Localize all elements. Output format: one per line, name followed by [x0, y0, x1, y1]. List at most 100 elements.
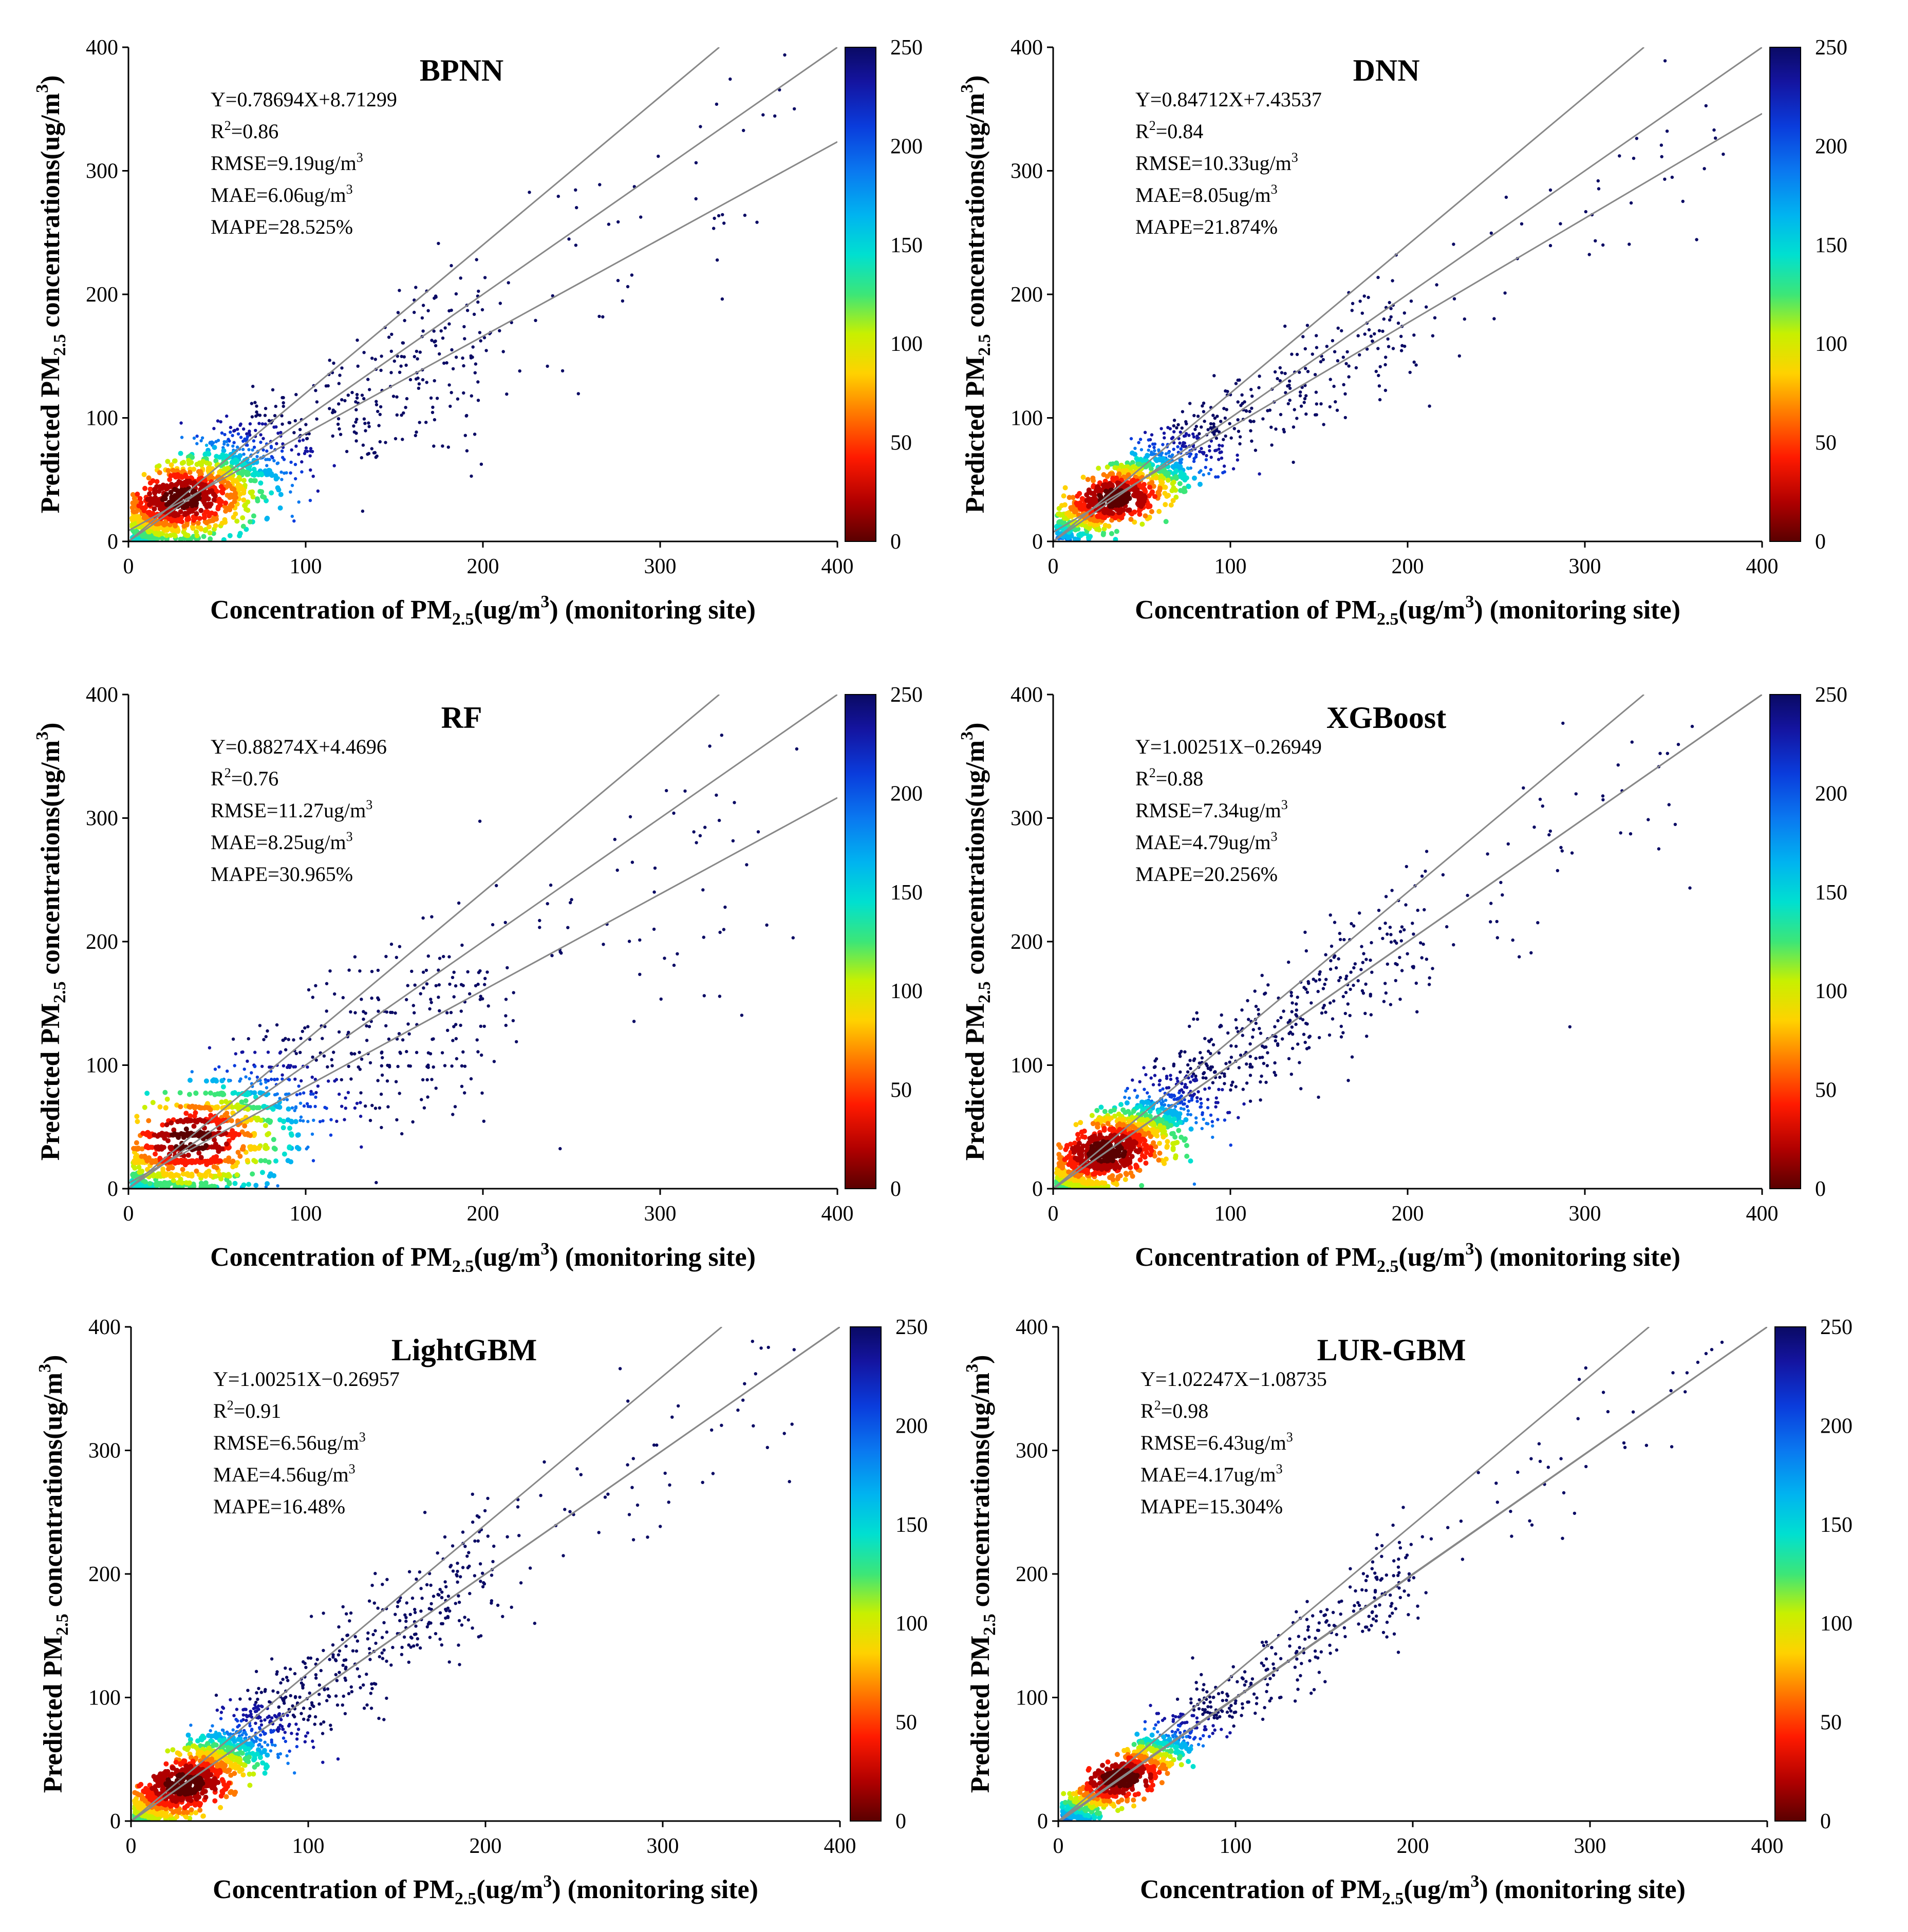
data-point: [294, 1145, 300, 1150]
data-point: [1489, 902, 1493, 905]
data-point: [1109, 531, 1114, 536]
data-point: [429, 998, 433, 1001]
data-point: [1157, 1150, 1163, 1156]
data-point: [437, 996, 440, 999]
data-point: [1189, 1080, 1192, 1084]
reference-lines: [1053, 47, 1762, 541]
data-point: [328, 407, 331, 410]
data-point: [755, 220, 759, 224]
data-point: [370, 357, 374, 360]
data-point: [307, 432, 311, 436]
data-point: [192, 1113, 197, 1119]
data-point: [264, 1080, 268, 1084]
data-point: [158, 1180, 163, 1186]
data-point: [364, 1011, 367, 1015]
data-point: [213, 1067, 217, 1071]
data-point: [1320, 1011, 1324, 1015]
data-point: [220, 1084, 226, 1090]
data-point: [359, 1091, 363, 1095]
data-point: [242, 1123, 248, 1129]
data-point: [718, 930, 722, 934]
data-point: [194, 1158, 200, 1164]
data-point: [1302, 1033, 1306, 1036]
data-point: [574, 188, 577, 192]
data-point: [1210, 1120, 1214, 1123]
regression-equation: Y=0.88274X+4.4696: [211, 735, 387, 758]
data-point: [1359, 968, 1363, 971]
data-point: [332, 1051, 335, 1054]
data-point: [411, 1004, 415, 1007]
data-point: [1658, 752, 1662, 755]
data-point: [339, 433, 343, 436]
data-point: [135, 1119, 140, 1124]
data-point: [195, 524, 201, 530]
data-point: [242, 1067, 246, 1071]
data-point: [1248, 1099, 1252, 1103]
data-point: [1217, 1051, 1221, 1055]
y-tick-label: 200: [86, 930, 118, 954]
data-point: [460, 1064, 464, 1068]
data-point: [574, 243, 578, 247]
data-point: [359, 1101, 362, 1104]
colorbar-tick-label: 50: [890, 432, 912, 455]
data-point: [413, 1011, 416, 1015]
data-point: [352, 430, 356, 434]
data-point: [1234, 1044, 1238, 1048]
data-point: [1206, 1098, 1210, 1101]
data-point: [1305, 990, 1310, 994]
data-point: [438, 1009, 441, 1012]
data-point: [304, 423, 308, 426]
data-point: [1148, 1134, 1153, 1139]
data-point: [461, 1050, 465, 1054]
data-point: [360, 1057, 364, 1061]
data-point: [1365, 347, 1369, 351]
data-point: [1211, 1135, 1214, 1139]
data-point: [1304, 367, 1307, 370]
data-point: [728, 77, 732, 81]
data-point: [1117, 1173, 1123, 1178]
data-point: [1424, 869, 1427, 873]
data-point: [208, 1046, 212, 1049]
data-point: [389, 942, 394, 946]
data-point: [1288, 399, 1292, 402]
data-point: [1195, 1011, 1199, 1015]
data-point: [340, 1104, 344, 1108]
y-tick-label: 100: [1011, 407, 1043, 430]
data-point: [276, 432, 280, 435]
data-point: [259, 440, 263, 444]
data-point: [445, 361, 448, 365]
data-point: [1208, 449, 1211, 453]
data-point: [476, 982, 480, 986]
data-point: [1132, 519, 1137, 525]
data-point: [432, 329, 436, 333]
data-point: [1427, 983, 1431, 986]
data-point: [1162, 491, 1168, 496]
data-point: [398, 945, 402, 948]
data-point: [426, 1095, 429, 1099]
data-point: [370, 996, 373, 1000]
data-point: [1382, 317, 1386, 321]
data-point: [1220, 1013, 1223, 1017]
data-point: [1381, 329, 1385, 333]
data-point: [1205, 1121, 1208, 1126]
y-tick-label: 300: [1011, 160, 1043, 183]
data-point: [212, 1092, 218, 1097]
one-to-one-line: [128, 695, 837, 1189]
data-point: [426, 309, 430, 312]
data-point: [420, 1098, 423, 1101]
data-point: [1184, 1153, 1190, 1159]
data-point: [262, 1038, 266, 1041]
data-point: [194, 1168, 199, 1174]
data-point: [223, 1099, 229, 1104]
data-point: [288, 1065, 292, 1070]
colorbar-tick-label: 100: [890, 332, 923, 356]
data-point: [745, 863, 749, 867]
y-tick-label: 400: [86, 683, 118, 707]
data-point: [1278, 366, 1282, 370]
data-point: [396, 311, 400, 314]
data-point: [1394, 979, 1397, 983]
data-point: [1198, 1061, 1201, 1065]
data-point: [1229, 1088, 1232, 1092]
data-point: [325, 982, 329, 986]
data-point: [306, 1120, 310, 1123]
